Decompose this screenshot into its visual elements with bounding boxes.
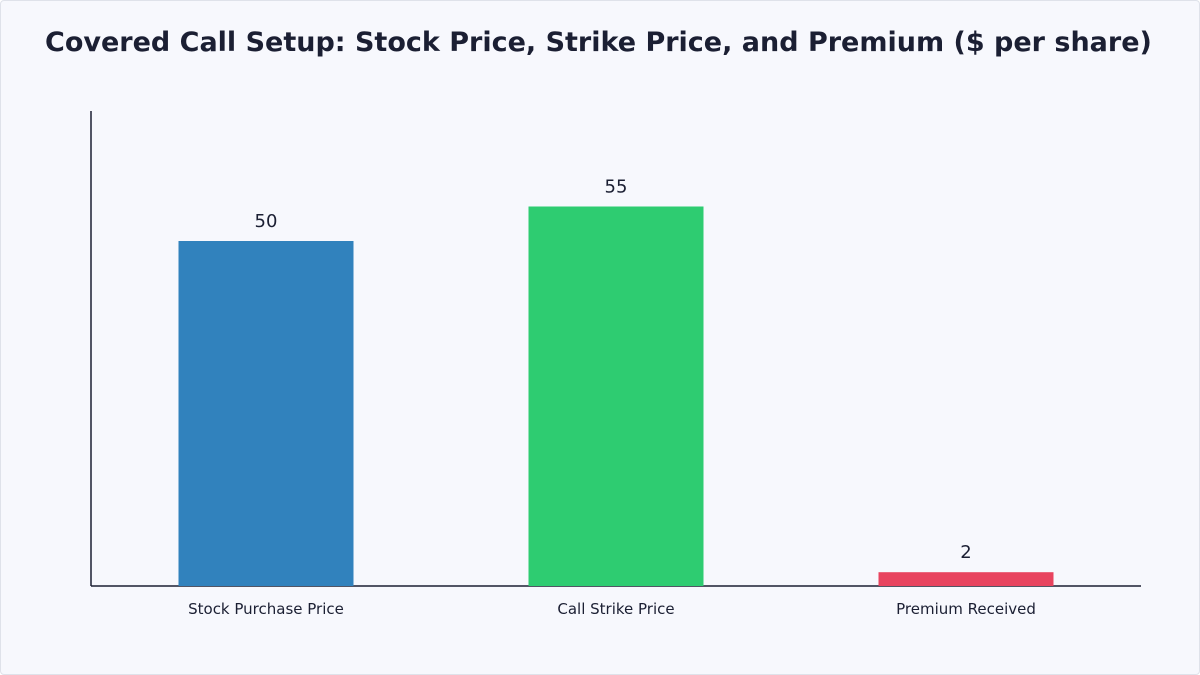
chart-title: Covered Call Setup: Stock Price, Strike … [45, 27, 1152, 58]
x-tick-label: Stock Purchase Price [188, 600, 344, 618]
bar-value-label: 50 [255, 211, 278, 232]
bar-series: 50 Stock Purchase Price 55 Call Strike Pric… [178, 177, 1054, 618]
bar-call-strike-price [528, 206, 704, 586]
bar-premium-received [878, 572, 1054, 586]
x-tick-label: Call Strike Price [557, 600, 674, 618]
x-tick-label: Premium Received [896, 600, 1036, 618]
bar-stock-purchase-price [178, 241, 354, 586]
bar-value-label: 2 [960, 542, 971, 563]
bar-value-label: 55 [605, 177, 628, 198]
